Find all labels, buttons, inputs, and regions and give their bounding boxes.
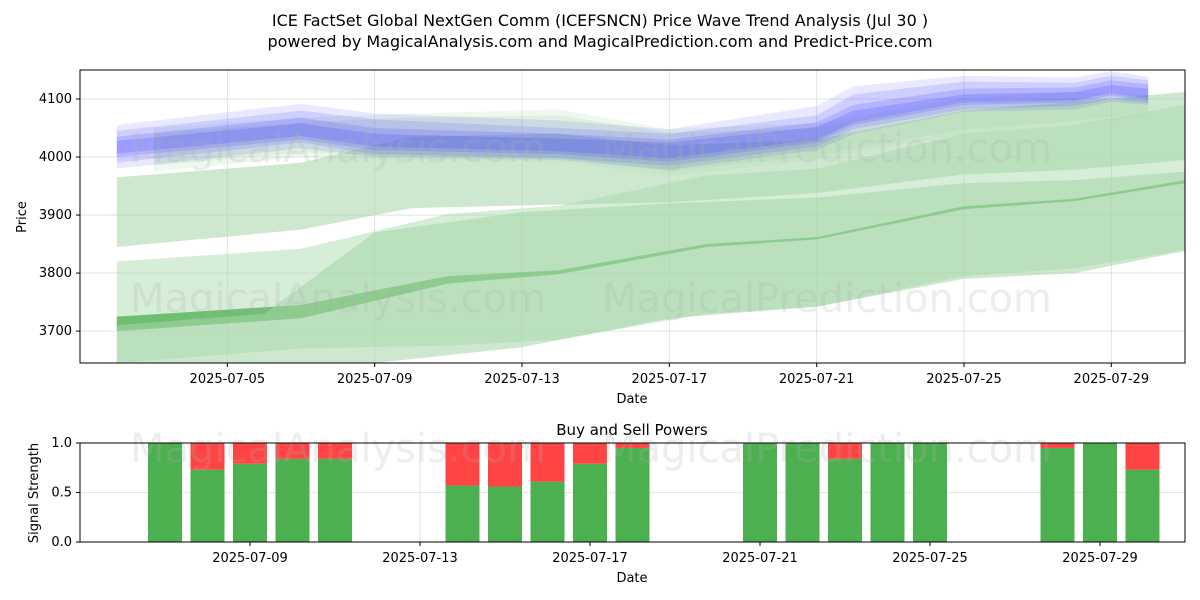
signal-x-tick-label: 2025-07-13 bbox=[382, 551, 458, 566]
sell-power-bar bbox=[445, 443, 480, 486]
sell-power-bar bbox=[190, 443, 225, 470]
watermark-right: MagicalPrediction.com bbox=[602, 276, 1052, 322]
blue-wave-band bbox=[116, 71, 1149, 170]
price-y-tick-label: 3800 bbox=[39, 266, 72, 281]
price-x-tick-label: 2025-07-17 bbox=[632, 372, 708, 387]
sell-power-bar bbox=[1125, 443, 1160, 470]
price-y-tick-label: 3700 bbox=[39, 324, 72, 339]
watermark-left: MagicalAnalysis.com bbox=[130, 426, 546, 472]
price-y-tick-label: 4100 bbox=[39, 92, 72, 107]
signal-x-tick-label: 2025-07-25 bbox=[892, 551, 968, 566]
sell-power-bar bbox=[488, 443, 522, 487]
chart-title-line1: ICE FactSet Global NextGen Comm (ICEFSNC… bbox=[272, 11, 928, 30]
buy-power-bar bbox=[488, 486, 522, 542]
watermark-left: MagicalAnalysis.com bbox=[130, 126, 546, 172]
buy-power-bar bbox=[615, 447, 650, 542]
chart-title-line2: powered by MagicalAnalysis.com and Magic… bbox=[267, 32, 932, 51]
price-x-tick-label: 2025-07-13 bbox=[484, 372, 560, 387]
buy-power-bar bbox=[1083, 443, 1117, 542]
price-y-axis-label: Price bbox=[15, 201, 30, 233]
watermark-left: MagicalAnalysis.com bbox=[130, 276, 546, 322]
buy-power-bar bbox=[743, 443, 777, 542]
buy-power-bar bbox=[275, 458, 310, 542]
signal-panel: Buy and Sell Powers MagicalAnalysis.com … bbox=[27, 421, 1186, 586]
signal-x-axis-label: Date bbox=[616, 571, 647, 586]
signal-x-tick-label: 2025-07-09 bbox=[212, 551, 288, 566]
buy-power-bar bbox=[573, 463, 607, 542]
buy-power-bar bbox=[1040, 447, 1075, 542]
price-x-tick-label: 2025-07-05 bbox=[190, 372, 266, 387]
watermark-right: MagicalPrediction.com bbox=[602, 126, 1052, 172]
price-y-tick-label: 4000 bbox=[39, 150, 72, 165]
buy-power-bar bbox=[445, 485, 480, 542]
signal-x-tick-label: 2025-07-29 bbox=[1062, 551, 1138, 566]
sell-power-bar bbox=[615, 443, 650, 448]
green-wave-band bbox=[116, 171, 1185, 363]
signal-y-tick-label: 0.5 bbox=[51, 486, 72, 501]
price-x-tick-label: 2025-07-29 bbox=[1074, 372, 1150, 387]
signal-y-tick-label: 1.0 bbox=[51, 436, 72, 451]
buy-power-bar bbox=[318, 458, 352, 542]
sell-power-bar bbox=[1040, 443, 1075, 448]
buy-power-bar bbox=[190, 469, 225, 542]
signal-panel-title: Buy and Sell Powers bbox=[556, 421, 708, 439]
signal-y-axis-label: Signal Strength bbox=[27, 443, 42, 543]
watermark-right: MagicalPrediction.com bbox=[602, 426, 1052, 472]
price-x-axis-label: Date bbox=[616, 392, 647, 407]
signal-y-tick-label: 0.0 bbox=[51, 535, 72, 550]
buy-power-bar bbox=[233, 463, 267, 542]
signal-x-tick-label: 2025-07-17 bbox=[552, 551, 628, 566]
buy-power-bar bbox=[785, 443, 820, 542]
price-panel: MagicalAnalysis.com MagicalPrediction.co… bbox=[15, 69, 1186, 407]
blue-wave-band bbox=[116, 75, 1149, 166]
price-y-tick-label: 3900 bbox=[39, 208, 72, 223]
sell-power-bar bbox=[573, 443, 607, 464]
sell-power-bar bbox=[828, 443, 862, 459]
buy-power-bar bbox=[1125, 469, 1160, 542]
signal-x-tick-label: 2025-07-21 bbox=[722, 551, 798, 566]
price-x-tick-label: 2025-07-09 bbox=[337, 372, 413, 387]
sell-power-bar bbox=[318, 443, 352, 459]
price-x-tick-label: 2025-07-25 bbox=[926, 372, 1002, 387]
blue-wave-band bbox=[116, 80, 1149, 162]
sell-power-bar bbox=[530, 443, 565, 482]
buy-power-bar bbox=[148, 443, 182, 542]
price-x-tick-label: 2025-07-21 bbox=[779, 372, 855, 387]
green-wave-band bbox=[116, 92, 1185, 247]
blue-wave-band bbox=[116, 85, 1149, 159]
sell-power-bar bbox=[233, 443, 267, 464]
buy-power-bar bbox=[913, 443, 947, 542]
buy-power-bar bbox=[530, 481, 565, 542]
buy-power-bar bbox=[870, 443, 905, 542]
sell-power-bar bbox=[275, 443, 310, 459]
buy-power-bar bbox=[828, 458, 862, 542]
